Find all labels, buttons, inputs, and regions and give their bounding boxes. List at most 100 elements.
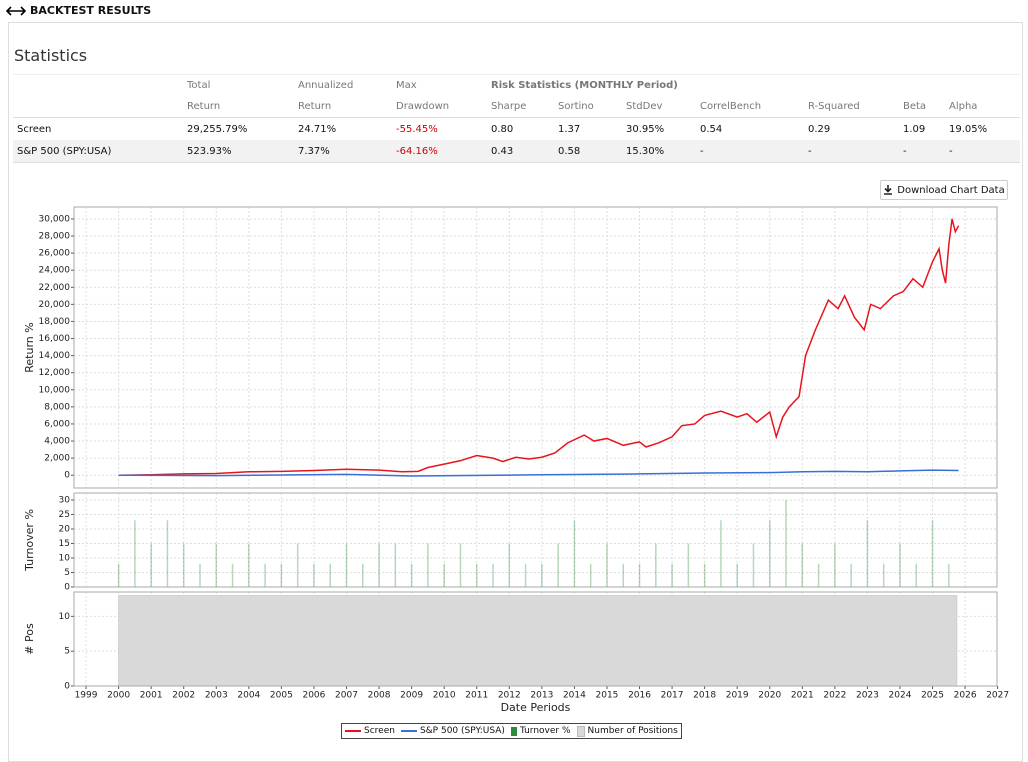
column-header: Total xyxy=(187,80,211,91)
bar xyxy=(524,563,527,587)
back-arrow-icon[interactable] xyxy=(6,5,26,16)
table-cell: - xyxy=(949,140,1020,163)
table-row: Screen 29,255.79% 24.71% -55.45% 0.80 1.37 30.… xyxy=(13,118,1020,141)
table-cell: -55.45% xyxy=(396,123,438,135)
plot-frame xyxy=(73,206,998,489)
bar xyxy=(264,563,266,587)
x-tick-label: 2002 xyxy=(172,691,195,701)
y-tick-label: 25 xyxy=(59,510,70,520)
column-header: Sharpe xyxy=(491,96,558,118)
bar xyxy=(215,543,218,587)
y-tick-label: 12,000 xyxy=(39,368,71,378)
header-title: BACKTEST RESULTS xyxy=(30,4,152,17)
statistics-table: Total Annualized Max Risk Statistics (MO… xyxy=(13,75,1020,163)
x-tick-label: 2017 xyxy=(661,691,684,701)
bar xyxy=(785,499,787,587)
column-header: CorrelBench xyxy=(700,96,808,118)
table-cell: 24.71% xyxy=(298,123,337,135)
bar xyxy=(166,520,169,587)
y-tick-label: 10 xyxy=(59,612,71,622)
bar xyxy=(492,563,494,587)
x-tick-label: 2023 xyxy=(856,691,879,701)
bar xyxy=(117,563,120,587)
bar xyxy=(931,520,934,587)
series-line xyxy=(118,469,959,477)
table-cell: 0.58 xyxy=(558,140,626,163)
table-cell: -64.16% xyxy=(396,140,491,163)
bar xyxy=(834,543,836,587)
column-header: Return xyxy=(298,96,396,118)
column-header: Return xyxy=(187,96,298,118)
y-tick-label: 10 xyxy=(59,553,71,563)
table-cell: - xyxy=(700,140,808,163)
table-cell: 0.29 xyxy=(808,123,831,135)
column-header: Max xyxy=(396,80,417,91)
bar xyxy=(915,563,918,587)
header-row: Return Return Drawdown Sharpe Sortino StdDev C… xyxy=(13,96,1020,118)
y-tick-label: 26,000 xyxy=(39,249,71,259)
column-header: Drawdown xyxy=(396,96,491,118)
legend-swatch xyxy=(400,730,417,732)
bar xyxy=(541,563,543,587)
table-cell: 19.05% xyxy=(949,123,988,135)
plot-border xyxy=(73,206,998,489)
bar xyxy=(882,563,885,587)
table-cell: 0.54 xyxy=(700,123,723,135)
legend-swatch xyxy=(510,726,517,736)
bar xyxy=(720,520,722,587)
y-tick-label: 22,000 xyxy=(39,283,71,293)
column-header: Beta xyxy=(903,96,949,118)
bar xyxy=(703,563,706,587)
bar xyxy=(345,543,348,587)
bar xyxy=(801,543,804,587)
bar xyxy=(768,520,771,587)
bar xyxy=(899,543,901,587)
series-line xyxy=(118,218,960,476)
header[interactable]: BACKTEST RESULTS xyxy=(6,4,151,17)
x-tick-label: 2004 xyxy=(237,691,260,701)
table-cell: - xyxy=(903,140,949,163)
bar xyxy=(606,543,608,587)
x-tick-label: 2009 xyxy=(400,691,423,701)
y-tick-label: 10,000 xyxy=(39,385,71,395)
header-row: Total Annualized Max Risk Statistics (MO… xyxy=(13,75,1020,96)
x-tick-label: 2019 xyxy=(726,691,749,701)
y-axis-title: # Pos xyxy=(23,623,36,655)
x-tick-label: 2008 xyxy=(368,691,391,701)
table-cell: 0.43 xyxy=(491,140,558,163)
x-tick-label: 2021 xyxy=(791,691,814,701)
y-tick-label: 0 xyxy=(64,682,70,692)
row-label: Screen xyxy=(17,123,52,135)
plot-border xyxy=(73,591,998,687)
legend-item: Number of Positions xyxy=(576,725,678,737)
table-cell: 30.95% xyxy=(626,123,665,135)
legend-label: Screen xyxy=(364,726,395,736)
area xyxy=(118,595,958,687)
table-cell: 29,255.79% xyxy=(187,123,248,135)
bar xyxy=(443,563,445,587)
bar xyxy=(687,543,690,587)
x-tick-label: 2020 xyxy=(758,691,781,701)
y-tick-label: 2,000 xyxy=(44,454,70,464)
bar xyxy=(231,563,234,587)
bar xyxy=(313,563,315,587)
y-tick-label: 30 xyxy=(59,495,71,505)
bar xyxy=(394,543,397,587)
x-tick-label: 2012 xyxy=(498,691,521,701)
x-tick-label: 2005 xyxy=(270,691,293,701)
bar xyxy=(150,543,152,587)
y-tick-label: 5 xyxy=(64,568,70,578)
legend-item: S&P 500 (SPY:USA) xyxy=(400,726,505,736)
legend: Screen S&P 500 (SPY:USA) Turnover % Number … xyxy=(341,723,682,739)
y-tick-label: 6,000 xyxy=(44,419,70,429)
column-header: Alpha xyxy=(949,96,1020,118)
bar xyxy=(948,563,950,587)
download-icon xyxy=(884,185,893,195)
y-tick-label: 15 xyxy=(59,539,70,549)
bar xyxy=(638,563,641,587)
legend-swatch xyxy=(345,730,361,732)
x-tick-label: 2001 xyxy=(140,691,163,701)
download-button[interactable]: Download Chart Data xyxy=(880,180,1008,200)
